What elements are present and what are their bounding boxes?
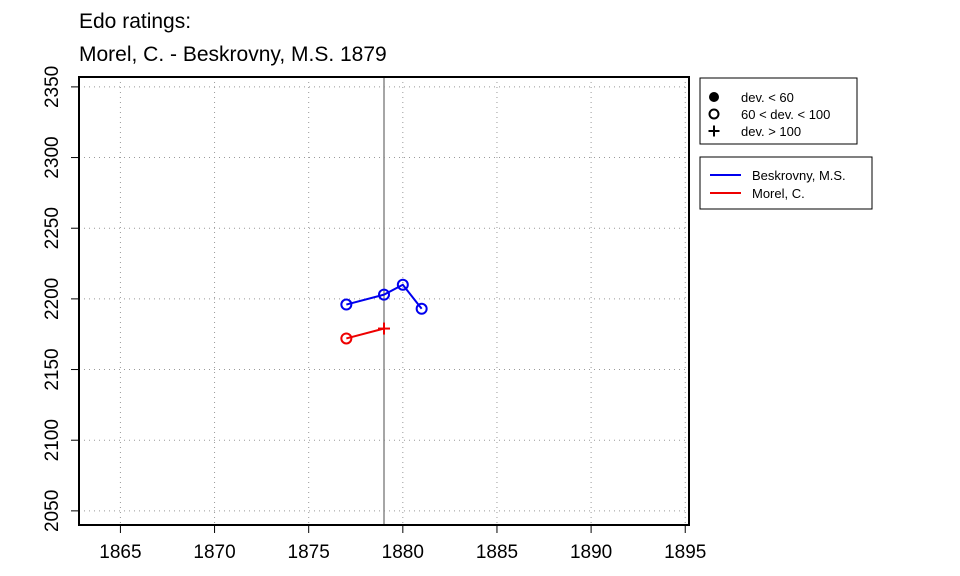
data-point-s0-p2: [396, 278, 409, 291]
y-tick-label: 2100: [42, 419, 63, 461]
marker-legend-label-2: dev. > 100: [741, 124, 801, 139]
marker-legend-box: [699, 77, 858, 145]
y-tick-label: 2300: [42, 136, 63, 178]
y-tick-label: 2350: [42, 66, 63, 108]
x-tick-label: 1895: [664, 542, 706, 563]
chart-subtitle: Morel, C. - Beskrovny, M.S. 1879: [79, 43, 387, 66]
chart-title: Edo ratings:: [79, 10, 191, 33]
marker-legend-symbol-0: [709, 92, 719, 102]
series-line-0: [346, 283, 423, 310]
series-line-1: [346, 327, 385, 340]
marker-legend-symbol-2: [708, 125, 720, 137]
series-legend: Beskrovny, M.S. Morel, C.: [699, 156, 873, 210]
marker-legend: dev. < 60 60 < dev. < 100 dev. > 100: [699, 77, 858, 145]
y-tick-label: 2200: [42, 278, 63, 320]
x-tick-label: 1865: [99, 542, 141, 563]
data-point-s1-p0: [340, 332, 353, 345]
data-point-s1-p1: [378, 322, 390, 335]
series-legend-label-1: Morel, C.: [752, 186, 805, 201]
marker-legend-label-0: dev. < 60: [741, 90, 794, 105]
x-tick-label: 1885: [476, 542, 518, 563]
data-point-s0-p3: [415, 302, 428, 315]
x-axis: 1865 1870 1875 1880 1885 1890 1895: [99, 525, 706, 563]
y-axis: 2050 2100 2150 2200 2250 2300 2350: [42, 66, 79, 532]
y-tick-label: 2050: [42, 490, 63, 532]
x-tick-label: 1890: [570, 542, 612, 563]
series-legend-box: [699, 156, 873, 210]
y-tick-label: 2150: [42, 348, 63, 390]
series-group: [340, 278, 428, 345]
y-tick-label: 2250: [42, 207, 63, 249]
x-tick-label: 1880: [382, 542, 424, 563]
marker-legend-symbol-1: [708, 108, 720, 120]
x-tick-label: 1875: [288, 542, 330, 563]
series-legend-label-0: Beskrovny, M.S.: [752, 168, 846, 183]
marker-legend-label-1: 60 < dev. < 100: [741, 107, 830, 122]
data-point-s0-p0: [340, 298, 353, 311]
plot-frame: [78, 76, 690, 526]
x-tick-label: 1870: [193, 542, 235, 563]
data-point-s0-p1: [378, 288, 390, 301]
